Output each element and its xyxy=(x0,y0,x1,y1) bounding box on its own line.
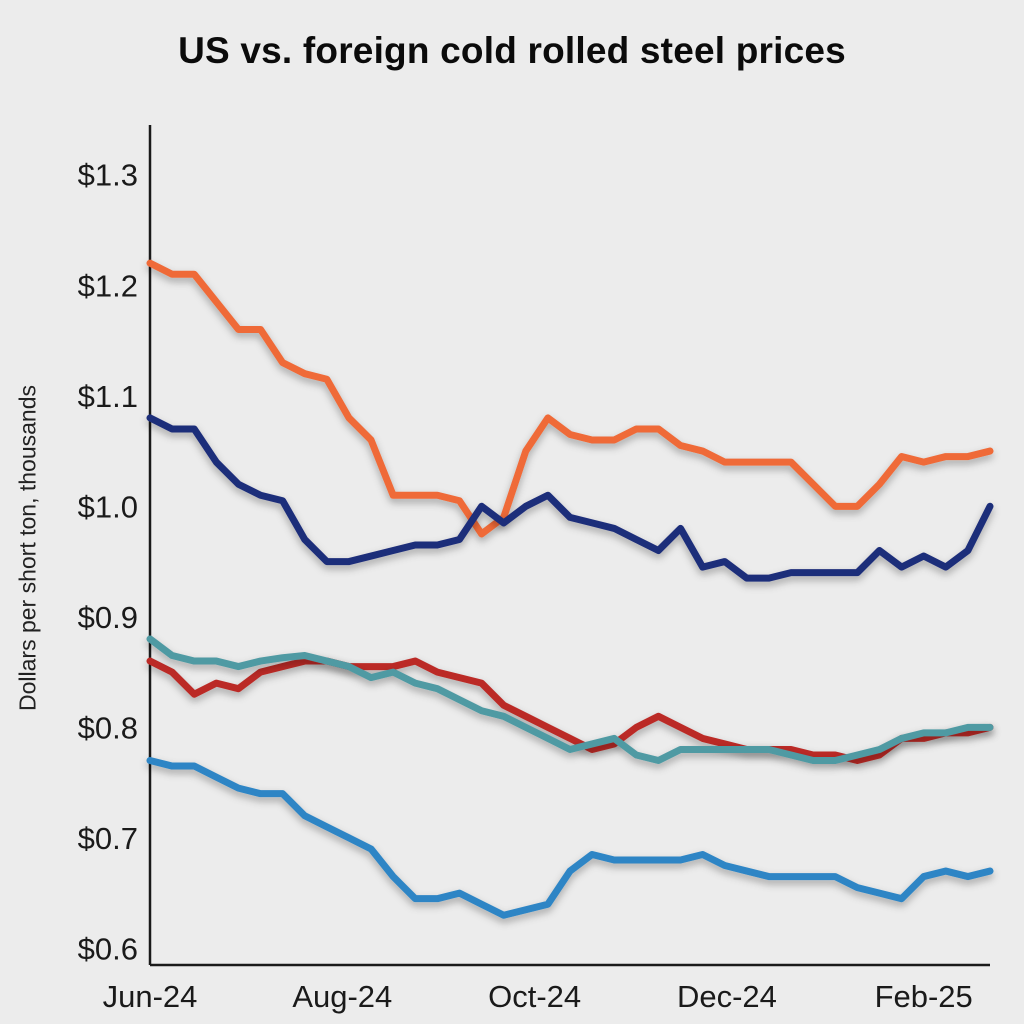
x-tick-label: Dec-24 xyxy=(677,979,777,1014)
y-tick-label: $0.7 xyxy=(78,821,138,856)
x-tick-label: Oct-24 xyxy=(488,979,581,1014)
lightblue-line xyxy=(146,757,994,919)
y-axis-label: Dollars per short ton, thousands xyxy=(14,384,41,712)
y-tick-label: $1.1 xyxy=(78,379,138,414)
x-tick-label: Aug-24 xyxy=(292,979,392,1014)
x-tick-label: Feb-25 xyxy=(875,979,973,1014)
y-tick-label: $0.6 xyxy=(78,931,138,966)
chart-title: US vs. foreign cold rolled steel prices xyxy=(178,30,846,71)
y-tick-label: $0.8 xyxy=(78,710,138,745)
y-tick-label: $0.9 xyxy=(78,600,138,635)
navy-line xyxy=(146,414,994,582)
y-tick-label: $1.3 xyxy=(78,158,138,193)
y-tick-label: $1.2 xyxy=(78,268,138,303)
teal-line xyxy=(146,635,994,765)
x-tick-label: Jun-24 xyxy=(103,979,198,1014)
y-tick-label: $1.0 xyxy=(78,489,138,524)
orange-line xyxy=(146,259,994,538)
